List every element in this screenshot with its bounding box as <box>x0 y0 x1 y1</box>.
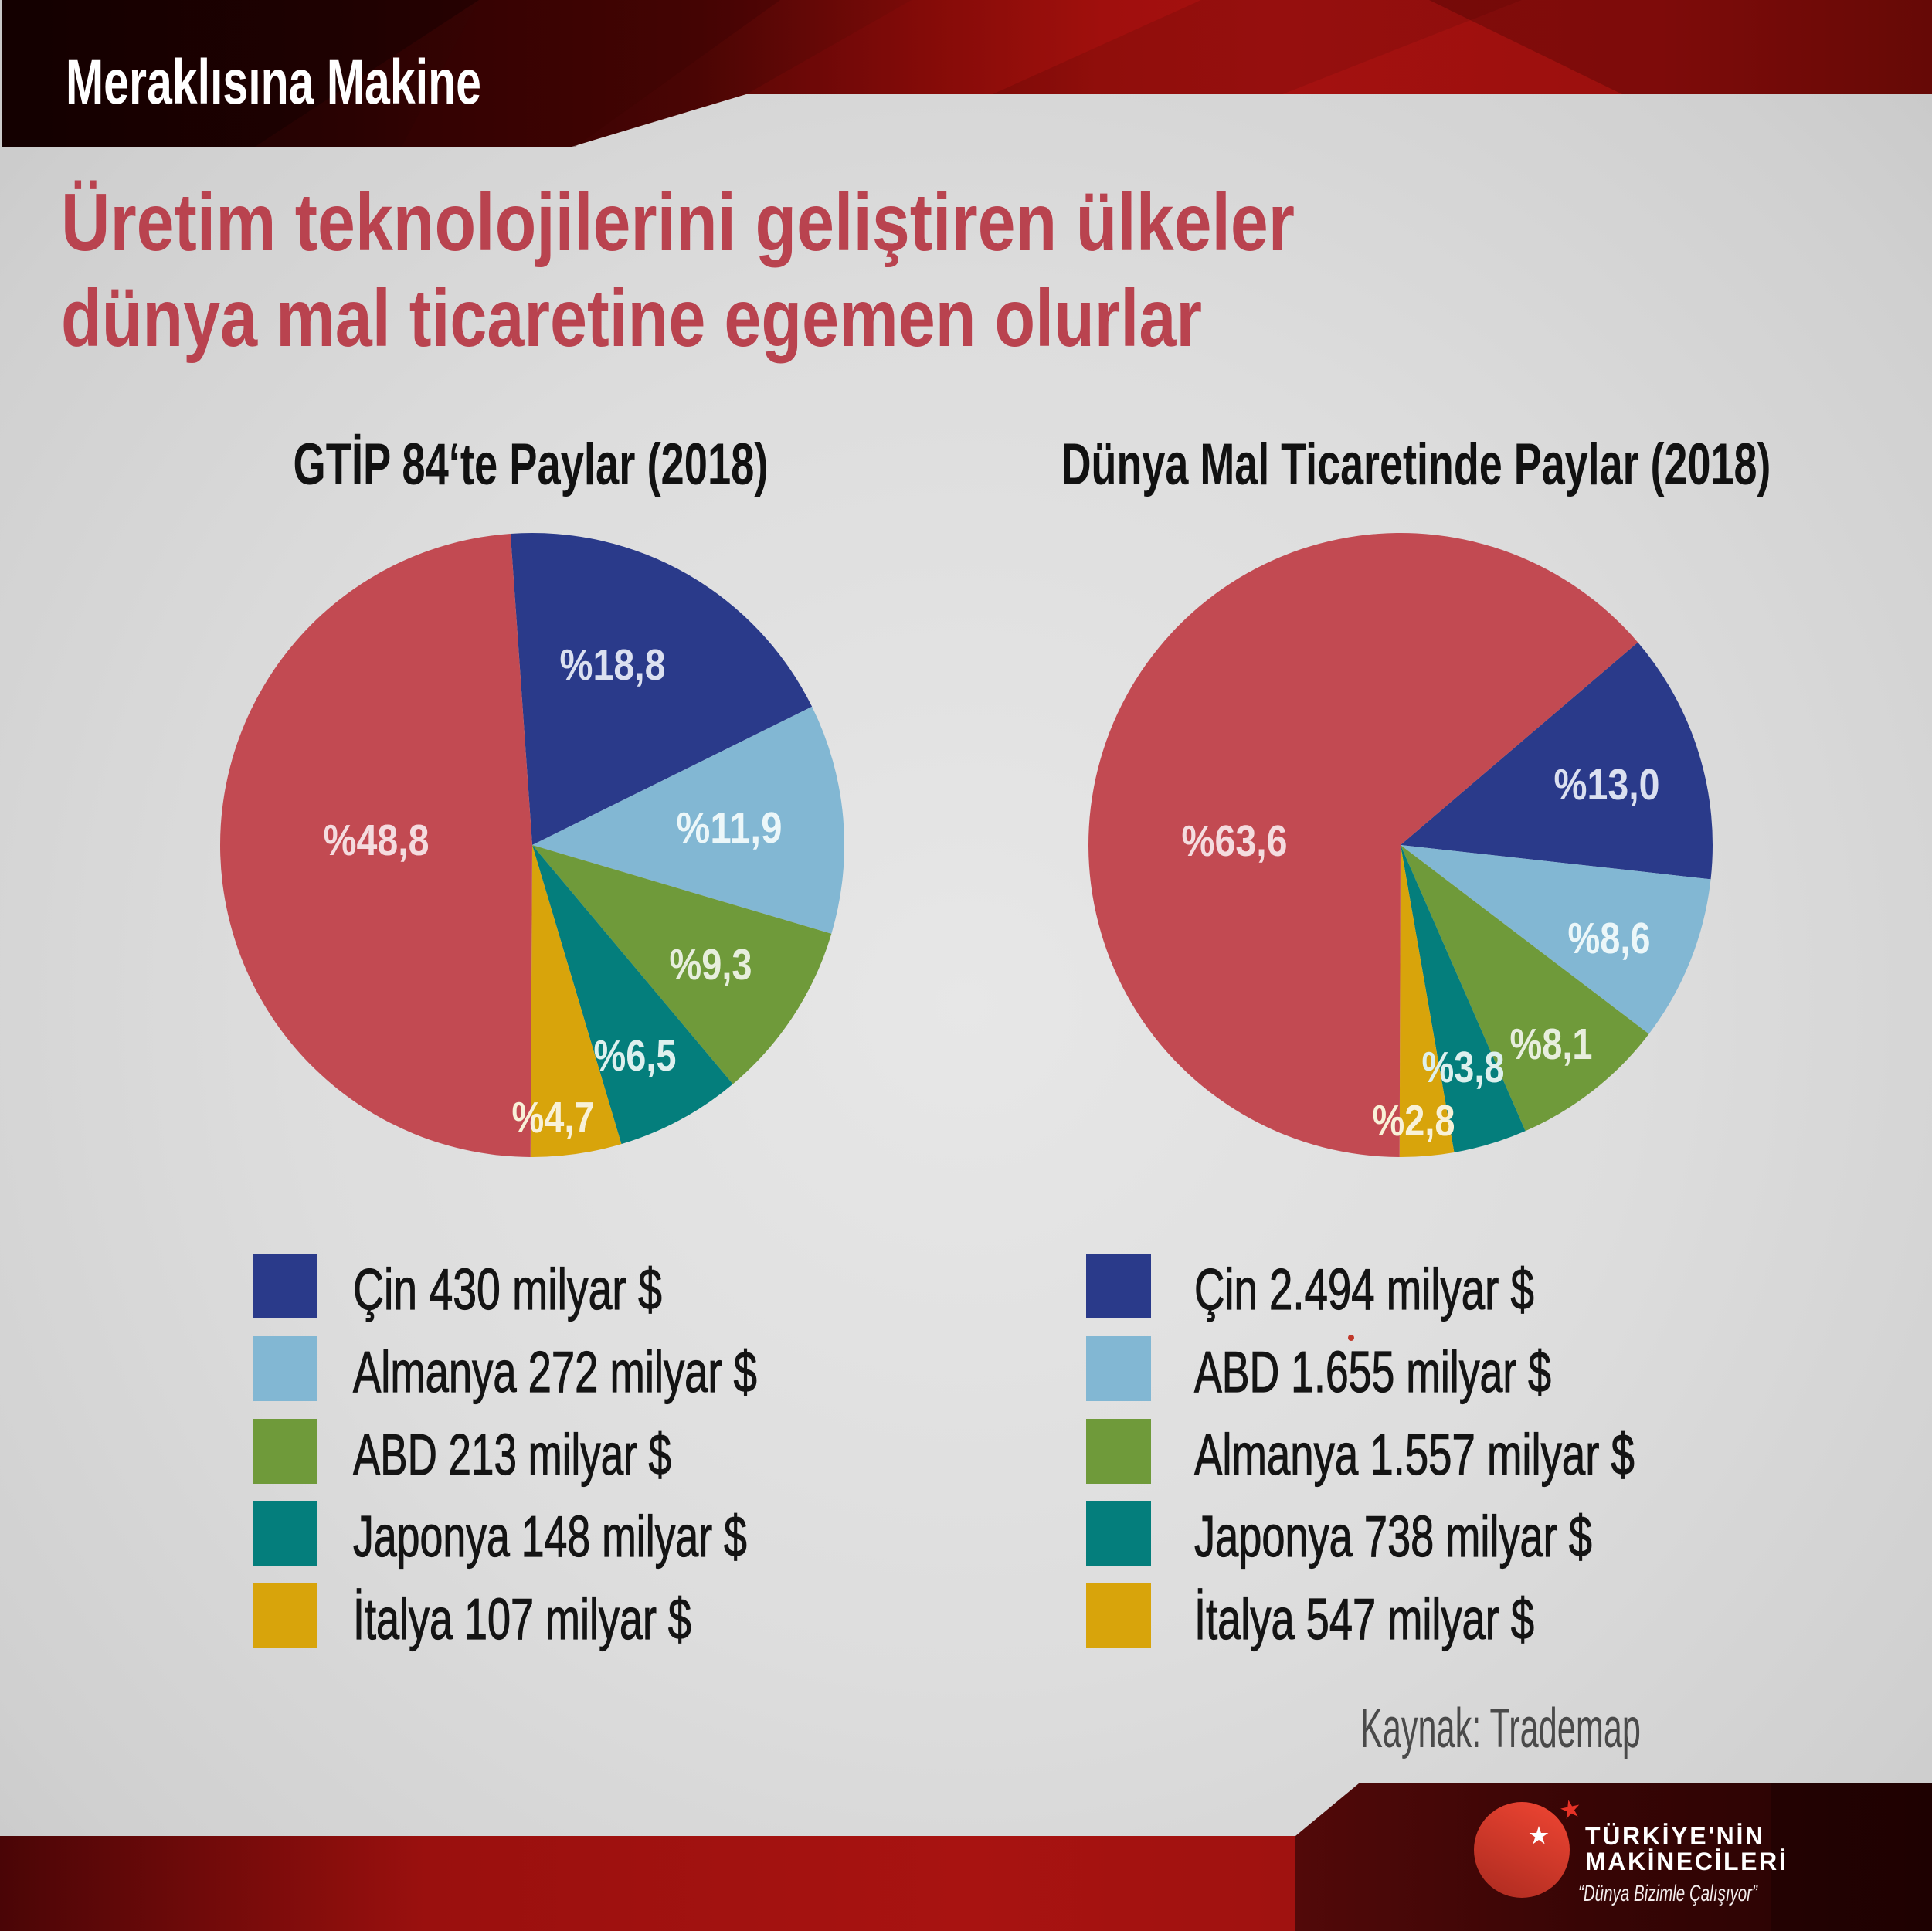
svg-text:%11,9: %11,9 <box>677 804 783 853</box>
svg-text:Almanya 272 milyar $: Almanya 272 milyar $ <box>353 1339 757 1404</box>
svg-text:Dünya Mal Ticaretinde Paylar (: Dünya Mal Ticaretinde Paylar (2018) <box>1061 431 1771 497</box>
svg-text:MAKİNECİLERİ: MAKİNECİLERİ <box>1585 1848 1788 1875</box>
svg-text:Çin 430 milyar $: Çin 430 milyar $ <box>353 1257 662 1322</box>
svg-text:İtalya 547 milyar $: İtalya 547 milyar $ <box>1194 1587 1534 1651</box>
svg-text:%18,8: %18,8 <box>560 640 666 690</box>
svg-text:%8,6: %8,6 <box>1568 915 1651 963</box>
svg-text:%63,6: %63,6 <box>1182 816 1288 866</box>
svg-text:Üretim teknolojilerini gelişti: Üretim teknolojilerini geliştiren ülkele… <box>61 176 1295 268</box>
svg-text:%9,3: %9,3 <box>670 941 752 989</box>
svg-text:%6,5: %6,5 <box>594 1032 677 1081</box>
svg-text:%3,8: %3,8 <box>1422 1044 1505 1092</box>
svg-text:Meraklısına Makine: Meraklısına Makine <box>66 47 481 118</box>
svg-text:%4,7: %4,7 <box>512 1094 595 1142</box>
svg-text:ABD 213 milyar $: ABD 213 milyar $ <box>353 1422 671 1487</box>
svg-text:Japonya 148 milyar $: Japonya 148 milyar $ <box>353 1504 747 1569</box>
svg-text:Kaynak: Trademap: Kaynak: Trademap <box>1360 1697 1641 1760</box>
svg-text:GTİP 84‘te Paylar (2018): GTİP 84‘te Paylar (2018) <box>294 431 769 497</box>
svg-text:ABD 1.655 milyar $: ABD 1.655 milyar $ <box>1194 1339 1551 1404</box>
svg-text:“Dünya Bizimle Çalışıyor”: “Dünya Bizimle Çalışıyor” <box>1578 1881 1758 1906</box>
svg-text:TÜRKİYE'NİN: TÜRKİYE'NİN <box>1585 1822 1765 1850</box>
svg-text:%48,8: %48,8 <box>324 816 430 865</box>
svg-text:%8,1: %8,1 <box>1510 1020 1593 1069</box>
svg-text:%2,8: %2,8 <box>1373 1097 1455 1145</box>
svg-text:Almanya 1.557 milyar $: Almanya 1.557 milyar $ <box>1194 1423 1635 1487</box>
svg-text:dünya mal ticaretine egemen ol: dünya mal ticaretine egemen olurlar <box>61 273 1202 364</box>
svg-text:İtalya 107 milyar $: İtalya 107 milyar $ <box>353 1587 691 1651</box>
svg-text:Japonya 738 milyar $: Japonya 738 milyar $ <box>1194 1504 1592 1569</box>
svg-text:%13,0: %13,0 <box>1554 760 1660 809</box>
svg-text:Çin 2.494 milyar $: Çin 2.494 milyar $ <box>1194 1257 1534 1322</box>
